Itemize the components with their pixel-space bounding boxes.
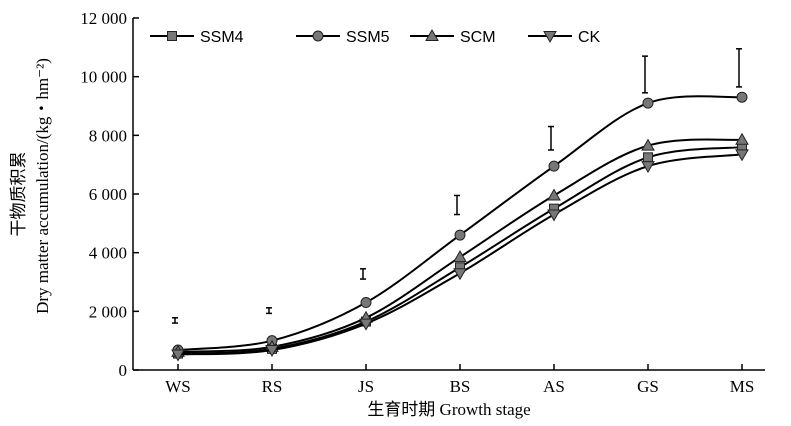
legend-label-ssm4: SSM4 [200, 29, 244, 46]
y-tick-label: 4 000 [89, 244, 127, 263]
x-tick-label: JS [358, 377, 374, 396]
data-point-ck [265, 345, 279, 358]
series-scm [171, 132, 749, 357]
y-tick-label: 2 000 [89, 302, 127, 321]
x-tick-label: AS [543, 377, 565, 396]
data-point-scm [453, 250, 467, 263]
series-ck [171, 149, 749, 362]
error-bar [172, 317, 178, 324]
data-point-ssm5 [360, 297, 372, 309]
data-point-ck [453, 268, 467, 281]
y-tick-label: 6 000 [89, 185, 127, 204]
data-point-scm [641, 138, 655, 151]
x-tick-label: MS [730, 377, 755, 396]
x-tick-label: WS [165, 377, 191, 396]
legend-label-ck: CK [578, 29, 601, 46]
y-tick-label: 12 000 [80, 9, 127, 28]
data-point-scm [547, 188, 561, 201]
legend-marker-scm [425, 28, 439, 41]
legend-marker-ck [543, 31, 557, 44]
series-ssm5 [172, 91, 748, 356]
data-point-ck [359, 318, 373, 331]
legend-label-ssm5: SSM5 [346, 29, 390, 46]
legend-item-scm: SCM [410, 28, 496, 46]
x-axis-title: 生育时期 Growth stage [367, 400, 530, 419]
series-line-scm [177, 138, 743, 353]
y-axis-title-english: Dry matter accumulation/(kg・hm⁻²) [33, 58, 52, 314]
legend-item-ck: CK [528, 29, 601, 46]
data-point-ssm5 [736, 91, 748, 103]
x-tick-label: RS [262, 377, 283, 396]
y-tick-label: 0 [119, 361, 128, 380]
data-point-ck [735, 149, 749, 162]
y-tick-label: 10 000 [80, 68, 127, 87]
error-bar [736, 48, 742, 88]
legend-item-ssm4: SSM4 [150, 29, 244, 46]
y-axis-title-chinese: 干物质积累 [9, 152, 28, 237]
error-bar [360, 268, 366, 280]
data-point-ssm5 [548, 160, 560, 172]
legend-label-scm: SCM [460, 29, 496, 46]
x-tick-label: GS [637, 377, 659, 396]
legend-item-ssm5: SSM5 [296, 29, 390, 46]
series-line-ssm5 [177, 95, 743, 352]
data-point-scm [735, 132, 749, 145]
data-point-ck [641, 161, 655, 174]
data-point-ssm5 [642, 97, 654, 109]
error-bar [266, 307, 272, 315]
data-point-ck [171, 349, 185, 362]
legend-marker-ssm5 [312, 30, 324, 42]
data-point-ssm5 [454, 229, 466, 241]
data-point-ssm4 [643, 152, 653, 163]
error-bar [548, 125, 554, 151]
error-bar [454, 194, 460, 216]
legend-marker-ssm4 [167, 31, 177, 41]
error-bar [642, 55, 648, 94]
data-point-ck [547, 209, 561, 222]
y-tick-label: 8 000 [89, 126, 127, 145]
x-tick-label: BS [450, 377, 471, 396]
